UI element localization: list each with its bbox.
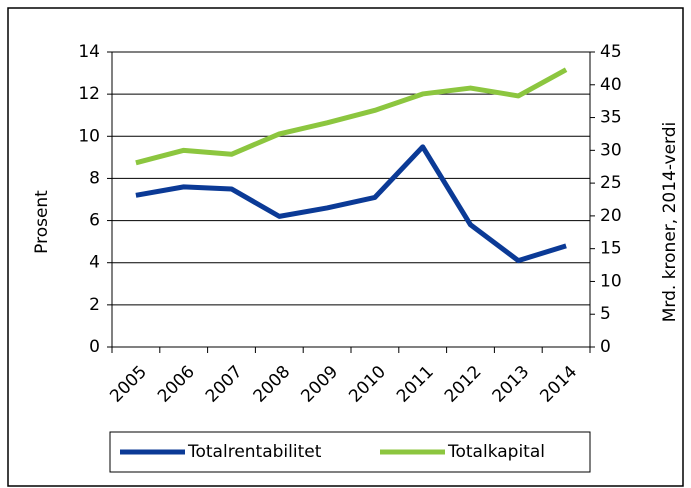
y2-tick-label: 40: [600, 75, 622, 95]
y2-tick-label: 10: [600, 271, 622, 291]
y2-tick-label: 35: [600, 108, 622, 128]
y-tick-label: 6: [89, 211, 100, 231]
x-tick-label: 2009: [297, 362, 342, 407]
y-tick-label: 2: [89, 295, 100, 315]
x-tick-label: 2012: [441, 362, 486, 407]
y-tick-label: 12: [78, 84, 100, 104]
y2-tick-label: 30: [600, 140, 622, 160]
frame: [7, 7, 684, 487]
x-tick-label: 2014: [536, 362, 581, 407]
y-tick-label: 10: [78, 126, 100, 146]
y2-axis-label: Mrd. kroner, 2014-verdi: [660, 122, 680, 323]
y-tick-label: 8: [89, 168, 100, 188]
y2-tick-label: 45: [600, 42, 622, 62]
legend-label: Totalrentabilitet: [187, 442, 322, 462]
y-axis-label: Prosent: [32, 190, 52, 254]
x-tick-label: 2006: [154, 362, 199, 407]
y-tick-label: 0: [89, 337, 100, 357]
x-tick-label: 2005: [106, 362, 151, 407]
y2-tick-label: 25: [600, 173, 622, 193]
series-line: [135, 144, 567, 264]
y2-tick-label: 0: [600, 337, 611, 357]
y-tick-label: 14: [78, 42, 100, 62]
y2-tick-label: 5: [600, 304, 611, 324]
x-tick-label: 2008: [250, 362, 295, 407]
legend-label: Totalkapital: [447, 442, 545, 462]
legend-box: [109, 431, 591, 473]
y2-tick-label: 20: [600, 206, 622, 226]
x-tick-label: 2013: [489, 362, 534, 407]
series-line: [135, 67, 568, 166]
x-tick-label: 2010: [345, 362, 390, 407]
x-tick-label: 2011: [393, 362, 438, 407]
y-tick-label: 4: [89, 253, 100, 273]
x-tick-label: 2007: [202, 362, 247, 407]
y2-tick-label: 15: [600, 239, 622, 259]
